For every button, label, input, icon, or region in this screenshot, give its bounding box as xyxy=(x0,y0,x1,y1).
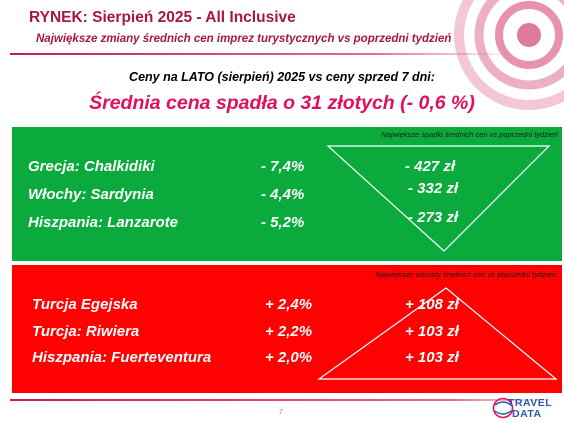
page-number: 7 xyxy=(279,409,283,416)
up-triangle-icon xyxy=(317,287,558,380)
decrease-row-value: - 273 zł xyxy=(408,209,459,226)
decrease-row-name: Włochy: Sardynia xyxy=(28,186,154,203)
decreases-panel: Największe spadki średnich cen vs poprze… xyxy=(12,127,562,261)
footer-divider xyxy=(10,399,560,401)
increase-row-pct: + 2,0% xyxy=(265,349,313,366)
intro-text: Ceny na LATO (sierpień) 2025 vs ceny spr… xyxy=(129,70,435,84)
logo-globe-icon xyxy=(492,397,514,419)
decrease-row-value: - 332 zł xyxy=(408,180,459,197)
increase-row-value: + 108 zł xyxy=(405,296,459,313)
down-triangle-icon xyxy=(326,145,551,252)
decrease-row-value: - 427 zł xyxy=(405,158,456,175)
travel-data-logo: TRAVEL DATA xyxy=(492,395,560,421)
decrease-row-pct: - 7,4% xyxy=(261,158,305,175)
increase-row-pct: + 2,2% xyxy=(265,323,313,340)
decrease-row-name: Hiszpania: Lanzarote xyxy=(28,214,179,231)
logo-text-travel: TRAVEL xyxy=(508,397,553,409)
increases-panel: Największe wzrosty średnich cen vs poprz… xyxy=(12,265,562,393)
decrease-row-name: Grecja: Chalkidiki xyxy=(28,158,155,175)
increases-caption: Największe wzrosty średnich cen vs poprz… xyxy=(375,270,557,279)
headline: Średnia cena spadła o 31 złotych (- 0,6 … xyxy=(89,92,475,114)
increase-row-pct: + 2,4% xyxy=(265,296,313,313)
increase-row-name: Turcja Egejska xyxy=(32,296,138,313)
header-divider xyxy=(10,53,520,55)
logo-text-data: DATA xyxy=(512,408,542,420)
decrease-row-pct: - 5,2% xyxy=(261,214,305,231)
page-subtitle: Największe zmiany średnich cen imprez tu… xyxy=(36,33,452,45)
increase-row-value: + 103 zł xyxy=(405,349,459,366)
increase-row-name: Turcja: Riwiera xyxy=(32,323,140,340)
increase-row-value: + 103 zł xyxy=(405,323,459,340)
page-title: RYNEK: Sierpień 2025 - All Inclusive xyxy=(29,9,296,26)
increase-row-name: Hiszpania: Fuerteventura xyxy=(32,349,212,366)
decreases-caption: Największe spadki średnich cen vs poprze… xyxy=(381,130,558,139)
decrease-row-pct: - 4,4% xyxy=(261,186,305,203)
decorative-rings-icon xyxy=(454,0,564,110)
